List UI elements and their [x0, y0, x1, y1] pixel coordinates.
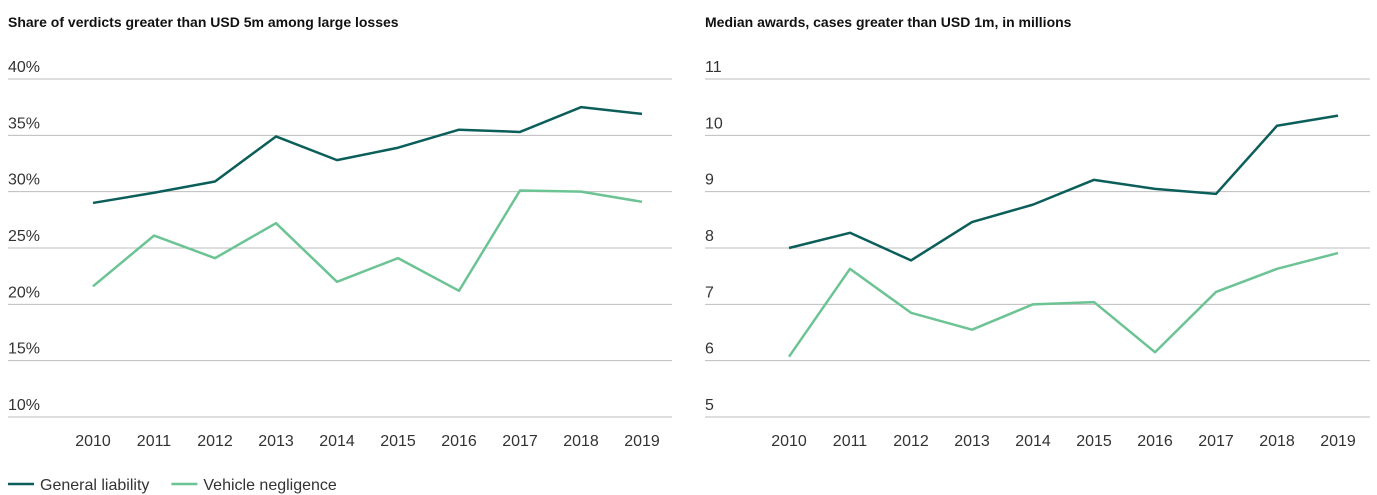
series-line: [787, 251, 1339, 358]
x-tick-label: 2015: [1076, 433, 1112, 450]
series-line: [92, 105, 643, 205]
x-tick-label: 2011: [833, 433, 868, 450]
x-tick-label: 2014: [319, 433, 355, 450]
x-tick-label: 2019: [1320, 433, 1356, 450]
x-tick-label: 2010: [75, 433, 111, 450]
x-tick-label: 2014: [1015, 433, 1051, 450]
legend-label: General liability: [40, 477, 149, 494]
y-tick-label: 35%: [8, 115, 40, 132]
y-tick-label: 15%: [8, 341, 40, 358]
series-line: [788, 114, 1339, 262]
x-tick-label: 2012: [197, 433, 233, 450]
y-tick-label: 10%: [8, 397, 40, 414]
x-tick-label: 2018: [1259, 433, 1295, 450]
y-tick-label: 5: [705, 397, 714, 414]
y-tick-label: 9: [705, 172, 714, 189]
x-tick-label: 2016: [1137, 433, 1173, 450]
x-tick-label: 2017: [502, 433, 538, 450]
x-tick-label: 2019: [624, 433, 660, 450]
chart-title: Share of verdicts greater than USD 5m am…: [8, 14, 399, 30]
x-tick-label: 2013: [954, 433, 990, 450]
x-tick-label: 2011: [137, 433, 172, 450]
x-tick-label: 2013: [258, 433, 294, 450]
y-tick-label: 8: [705, 228, 714, 245]
y-tick-label: 25%: [8, 228, 40, 245]
y-tick-label: 7: [705, 284, 714, 301]
chart-title: Median awards, cases greater than USD 1m…: [705, 14, 1072, 30]
x-tick-label: 2018: [563, 433, 599, 450]
x-tick-label: 2016: [441, 433, 477, 450]
legend-label: Vehicle negligence: [203, 477, 337, 494]
y-tick-label: 6: [705, 341, 714, 358]
y-tick-label: 30%: [8, 172, 40, 189]
y-tick-label: 40%: [8, 59, 40, 76]
y-tick-label: 10: [705, 115, 723, 132]
series-line: [92, 189, 643, 293]
x-tick-label: 2017: [1198, 433, 1234, 450]
x-tick-label: 2015: [380, 433, 416, 450]
y-tick-label: 20%: [8, 284, 40, 301]
x-tick-label: 2012: [893, 433, 929, 450]
y-tick-label: 11: [705, 59, 722, 76]
x-tick-label: 2010: [771, 433, 807, 450]
